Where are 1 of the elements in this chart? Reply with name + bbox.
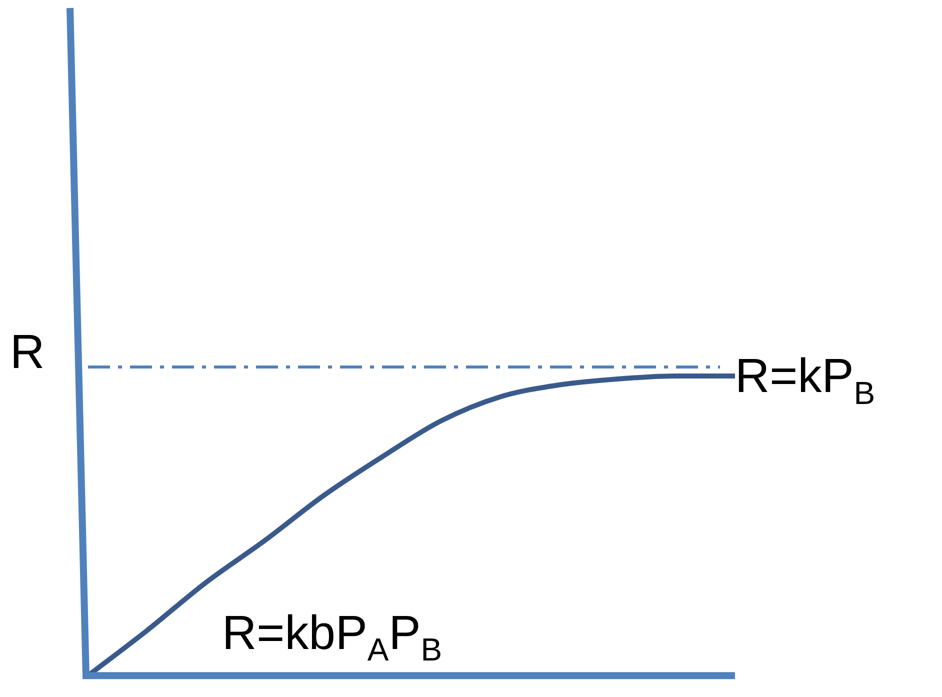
y-axis-title: R bbox=[10, 326, 45, 380]
